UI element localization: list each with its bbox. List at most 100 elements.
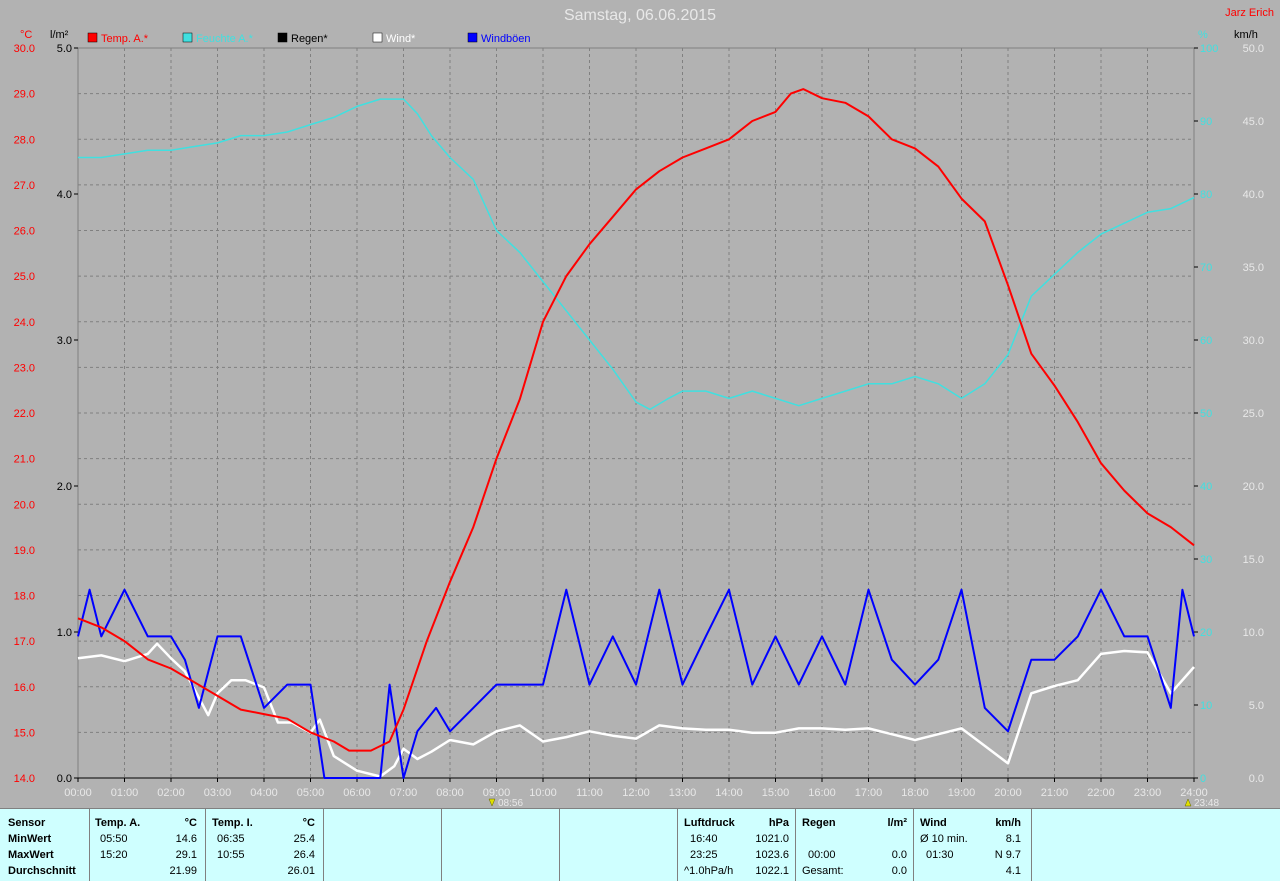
- pressure-unit: hPa: [769, 816, 789, 831]
- temp-tick-label: 30.0: [14, 43, 35, 55]
- rain-tick-label: 0.0: [57, 773, 72, 785]
- legend-swatch: [468, 33, 477, 42]
- wind-tick-label: 5.0: [1249, 700, 1264, 712]
- stats-empty-column-3: [560, 809, 678, 881]
- x-tick-label: 08:00: [436, 787, 464, 799]
- durchschnitt-label: Durchschnitt: [8, 864, 76, 879]
- sun-marker-icon: [489, 799, 495, 806]
- wind-tick-label: 0.0: [1249, 773, 1264, 785]
- tempa-max-value: 29.1: [176, 848, 197, 863]
- author-label: Jarz Erich: [1225, 7, 1274, 19]
- stats-pressure-column: Luftdruck hPa 16:40 1021.0 23:25 1023.6 …: [678, 809, 796, 881]
- wind-avg10-label: Ø 10 min.: [920, 832, 968, 847]
- humidity-tick-label: 10: [1200, 700, 1212, 712]
- legend: Temp. A.* Feuchte A.* Regen* Wind* Windböen: [88, 33, 531, 45]
- temp-tick-label: 15.0: [14, 727, 35, 739]
- legend-label: Temp. A.*: [101, 33, 149, 45]
- rain-total-label: Gesamt:: [802, 864, 844, 879]
- x-tick-label: 13:00: [669, 787, 697, 799]
- pressure-min-value: 1021.0: [755, 832, 789, 847]
- rain-time: 00:00: [808, 848, 836, 863]
- temp-tick-label: 26.0: [14, 226, 35, 238]
- legend-label: Regen*: [291, 33, 328, 45]
- x-tick-label: 04:00: [250, 787, 278, 799]
- temp-tick-label: 20.0: [14, 499, 35, 511]
- legend-swatch: [183, 33, 192, 42]
- x-tick-label: 19:00: [948, 787, 976, 799]
- wind-tick-label: 35.0: [1243, 262, 1264, 274]
- tempa-min-time: 05:50: [100, 832, 128, 847]
- temp-tick-label: 24.0: [14, 317, 35, 329]
- pressure-trend: ^1.0hPa/h: [684, 864, 733, 879]
- pressure-avg-value: 1022.1: [755, 864, 789, 879]
- rain-header: Regen: [802, 816, 836, 831]
- tempi-min-time: 06:35: [217, 832, 245, 847]
- chart-title: Samstag, 06.06.2015: [564, 7, 716, 24]
- pressure-max-time: 23:25: [690, 848, 718, 863]
- wind-tick-label: 15.0: [1243, 554, 1264, 566]
- stats-tempa-column: Temp. A. °C 05:50 14.6 15:20 29.1 21.99: [90, 809, 206, 881]
- tempi-max-value: 26.4: [294, 848, 315, 863]
- wind-unit-label: km/h: [1234, 29, 1258, 41]
- stats-empty-column-1: [324, 809, 442, 881]
- rain-tick-label: 4.0: [57, 189, 72, 201]
- x-tick-label: 18:00: [901, 787, 929, 799]
- tempi-min-value: 25.4: [294, 832, 315, 847]
- x-tick-label: 22:00: [1087, 787, 1115, 799]
- wind-unit: km/h: [995, 816, 1021, 831]
- tempa-max-time: 15:20: [100, 848, 128, 863]
- rain-unit-label: l/m²: [50, 29, 69, 41]
- marker-right-label: 23:48: [1194, 798, 1219, 808]
- humidity-tick-label: 70: [1200, 262, 1212, 274]
- humidity-tick-label: 0: [1200, 773, 1206, 785]
- legend-swatch: [373, 33, 382, 42]
- x-tick-label: 23:00: [1134, 787, 1162, 799]
- tempi-avg-value: 26.01: [287, 864, 315, 879]
- x-tick-label: 10:00: [529, 787, 557, 799]
- legend-label: Wind*: [386, 33, 416, 45]
- humidity-unit-label: %: [1198, 29, 1208, 41]
- temp-tick-label: 16.0: [14, 682, 35, 694]
- stats-tempi-column: Temp. I. °C 06:35 25.4 10:55 26.4 26.01: [206, 809, 324, 881]
- tempi-header: Temp. I.: [212, 816, 253, 831]
- x-tick-label: 11:00: [576, 787, 603, 799]
- x-tick-label: 05:00: [297, 787, 325, 799]
- rain-unit: l/m²: [887, 816, 907, 831]
- tempa-min-value: 14.6: [176, 832, 197, 847]
- tempi-unit: °C: [303, 816, 315, 831]
- temp-tick-label: 22.0: [14, 408, 35, 420]
- humidity-tick-label: 60: [1200, 335, 1212, 347]
- humidity-tick-label: 50: [1200, 408, 1212, 420]
- wind-tick-label: 40.0: [1243, 189, 1264, 201]
- temp-tick-label: 25.0: [14, 271, 35, 283]
- pressure-min-time: 16:40: [690, 832, 718, 847]
- x-tick-label: 01:00: [111, 787, 139, 799]
- legend-swatch: [88, 33, 97, 42]
- wind-max-time: 01:30: [926, 848, 954, 863]
- wind-tick-label: 45.0: [1243, 116, 1264, 128]
- stats-rain-column: Regen l/m² 00:00 0.0 Gesamt: 0.0: [796, 809, 914, 881]
- moon-marker-icon: [1185, 799, 1191, 806]
- humidity-tick-label: 30: [1200, 554, 1212, 566]
- rain-value: 0.0: [892, 848, 907, 863]
- x-tick-label: 15:00: [762, 787, 790, 799]
- rain-tick-label: 2.0: [57, 481, 72, 493]
- sensor-header: Sensor: [8, 816, 45, 831]
- temp-tick-label: 28.0: [14, 134, 35, 146]
- x-tick-label: 06:00: [343, 787, 371, 799]
- x-tick-label: 20:00: [994, 787, 1022, 799]
- stats-sensor-column: Sensor MinWert MaxWert Durchschnitt: [0, 809, 90, 881]
- legend-label: Feuchte A.*: [196, 33, 254, 45]
- temp-tick-label: 14.0: [14, 773, 35, 785]
- temp-tick-label: 23.0: [14, 362, 35, 374]
- pressure-header: Luftdruck: [684, 816, 735, 831]
- wind-avg10-value: 8.1: [1006, 832, 1021, 847]
- wind-tick-label: 10.0: [1243, 627, 1264, 639]
- temp-tick-label: 19.0: [14, 545, 35, 557]
- wind-tick-label: 30.0: [1243, 335, 1264, 347]
- wind-tick-label: 50.0: [1243, 43, 1264, 55]
- wind-avg-value: 4.1: [1006, 864, 1021, 879]
- temp-tick-label: 27.0: [14, 180, 35, 192]
- x-tick-label: 02:00: [157, 787, 185, 799]
- humidity-tick-label: 90: [1200, 116, 1212, 128]
